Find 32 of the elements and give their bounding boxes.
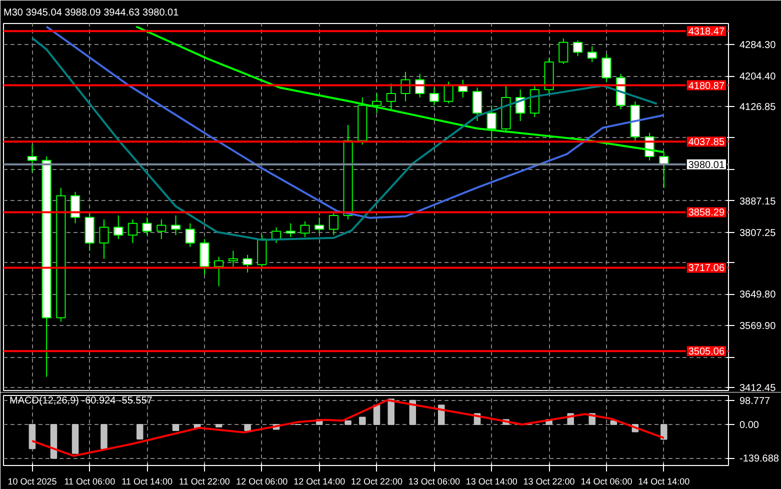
x-tick-label: 12 Oct 14:00 [294,476,346,486]
y-tick-label: 98.777 [740,396,771,408]
y-tick-label: 4126.85 [740,102,776,114]
y-tick-label: 3569.90 [740,321,776,332]
x-tick-label: 10 Oct 2025 [8,476,57,486]
ref-line-label: 3505.06 [688,346,725,358]
x-tick-label: 12 Oct 22:00 [351,476,403,486]
x-tick-label: 14 Oct 06:00 [580,476,632,486]
ref-line-label: 4180.87 [688,80,725,92]
x-tick-label: 13 Oct 06:00 [408,476,460,486]
ref-line-label: 4037.85 [688,137,725,148]
x-tick-label: 11 Oct 14:00 [122,476,173,486]
x-tick-label: 13 Oct 22:00 [523,476,575,486]
x-tick-label: 13 Oct 14:00 [466,476,518,486]
y-tick-label: 3649.80 [740,290,776,301]
y-tick-label: 3412.45 [740,383,776,394]
ref-line-label: 3717.06 [688,263,725,274]
y-tick-label: 3887.15 [740,196,776,208]
y-tick-label: -139.688 [740,454,780,465]
x-tick-label: 12 Oct 06:00 [236,476,288,486]
x-tick-label: 11 Oct 22:00 [179,476,230,486]
chart-title: M30 3945.04 3988.09 3944.63 3980.01 [4,8,180,18]
chart-title: MACD(12,26,9) -60.924 -55.557 [10,396,153,406]
ref-line-label: 3858.29 [688,208,725,219]
x-tick-label: 11 Oct 06:00 [64,476,116,486]
y-tick-label: 3807.25 [740,228,776,239]
y-tick-label: 0.00 [740,420,760,431]
y-tick-label: 4284.30 [740,40,776,52]
ref-line-label: 4318.47 [688,26,725,38]
ref-line-label: 3980.01 [688,160,725,171]
x-tick-label: 14 Oct 14:00 [638,476,690,486]
y-tick-label: 4204.40 [740,72,776,83]
